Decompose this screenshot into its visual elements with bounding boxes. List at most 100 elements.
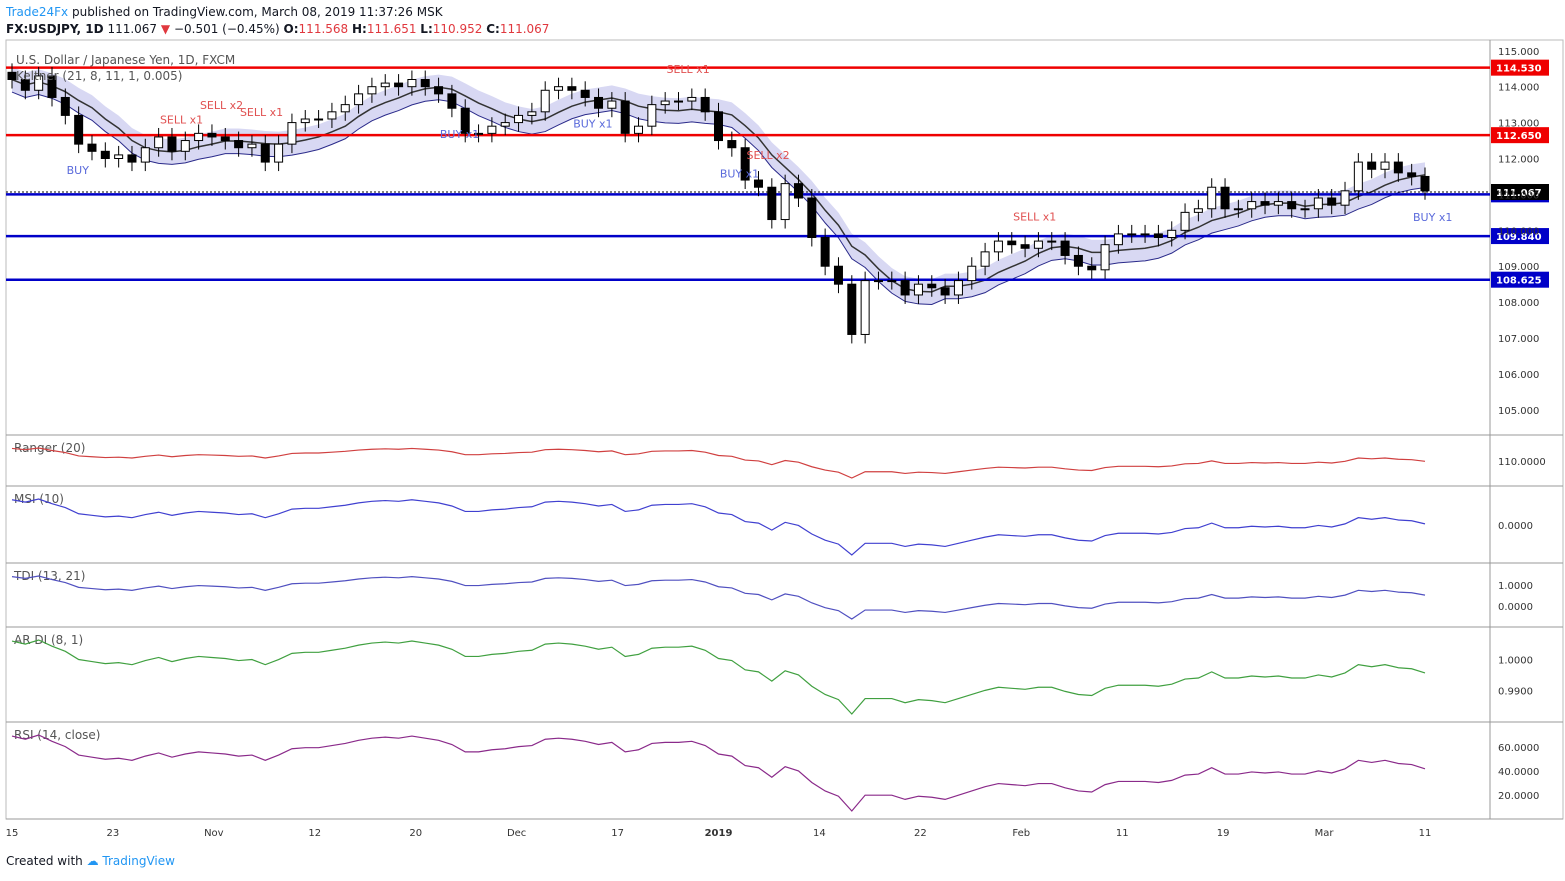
candle[interactable]	[420, 79, 430, 88]
candle[interactable]	[487, 125, 497, 134]
candle[interactable]	[687, 96, 697, 102]
candle[interactable]	[194, 132, 204, 142]
candle[interactable]	[1247, 201, 1257, 210]
candle[interactable]	[953, 280, 963, 296]
candle[interactable]	[927, 283, 937, 289]
candle[interactable]	[860, 280, 870, 335]
candle[interactable]	[607, 100, 617, 109]
candle[interactable]	[1393, 161, 1403, 174]
candle[interactable]	[447, 93, 457, 109]
candle[interactable]	[727, 140, 737, 149]
candle[interactable]	[660, 100, 670, 106]
candle[interactable]	[980, 251, 990, 267]
candle[interactable]	[1087, 265, 1097, 271]
candle[interactable]	[380, 82, 390, 88]
candle[interactable]	[114, 154, 124, 159]
candle[interactable]	[460, 107, 470, 134]
candle[interactable]	[567, 86, 577, 91]
candle[interactable]	[367, 86, 377, 95]
candle[interactable]	[993, 240, 1003, 253]
candle[interactable]	[767, 186, 777, 221]
candle[interactable]	[47, 75, 57, 98]
candle[interactable]	[394, 82, 404, 88]
candle[interactable]	[314, 118, 324, 121]
candle[interactable]	[247, 143, 257, 149]
publisher-name[interactable]: Trade24Fx	[6, 5, 69, 19]
candle[interactable]	[1260, 201, 1270, 206]
candle[interactable]	[1220, 186, 1230, 210]
candle[interactable]	[274, 143, 284, 163]
candle[interactable]	[1140, 233, 1150, 236]
candle[interactable]	[1193, 208, 1203, 213]
candle[interactable]	[1273, 201, 1283, 206]
tradingview-link[interactable]: TradingView	[102, 854, 175, 868]
candle[interactable]	[180, 140, 190, 152]
candle[interactable]	[833, 265, 843, 285]
candle[interactable]	[20, 79, 30, 91]
candle[interactable]	[87, 143, 97, 152]
candle[interactable]	[1367, 161, 1377, 170]
candle[interactable]	[474, 132, 484, 135]
chart-canvas[interactable]: 114.530112.650111.002109.840108.625111.0…	[0, 38, 1565, 844]
candle[interactable]	[1287, 201, 1297, 210]
candle[interactable]	[527, 111, 537, 116]
candle[interactable]	[580, 89, 590, 98]
candle[interactable]	[1180, 211, 1190, 231]
candle[interactable]	[1060, 240, 1070, 256]
candle[interactable]	[287, 122, 297, 145]
candle[interactable]	[940, 287, 950, 296]
candle[interactable]	[913, 283, 923, 296]
candle[interactable]	[514, 114, 524, 124]
candle[interactable]	[207, 132, 217, 138]
candle[interactable]	[1207, 186, 1217, 210]
candle[interactable]	[1020, 244, 1030, 249]
candle[interactable]	[1340, 190, 1350, 206]
candle[interactable]	[167, 136, 177, 152]
candle[interactable]	[1033, 240, 1043, 249]
candle[interactable]	[140, 147, 150, 163]
candle[interactable]	[847, 283, 857, 335]
candle[interactable]	[34, 75, 44, 91]
candle[interactable]	[1327, 197, 1337, 206]
candle[interactable]	[260, 143, 270, 163]
candle[interactable]	[1127, 233, 1137, 236]
candle[interactable]	[154, 136, 164, 149]
candle[interactable]	[1420, 175, 1430, 192]
candle[interactable]	[967, 265, 977, 282]
candle[interactable]	[554, 86, 564, 91]
candle[interactable]	[434, 86, 444, 95]
candle[interactable]	[100, 150, 110, 160]
candle[interactable]	[1380, 161, 1390, 170]
candle[interactable]	[887, 280, 897, 283]
candle[interactable]	[780, 183, 790, 221]
candle[interactable]	[127, 154, 137, 163]
candle[interactable]	[234, 140, 244, 149]
candle[interactable]	[594, 96, 604, 109]
candle[interactable]	[60, 96, 70, 116]
candle[interactable]	[354, 93, 364, 106]
tradingview-logo-icon[interactable]: ☁	[86, 854, 99, 868]
candle[interactable]	[340, 104, 350, 113]
candle[interactable]	[873, 280, 883, 283]
candle[interactable]	[634, 125, 644, 134]
candle[interactable]	[620, 100, 630, 134]
candle[interactable]	[220, 136, 230, 142]
candle[interactable]	[1407, 172, 1417, 177]
candle[interactable]	[1113, 233, 1123, 246]
candle[interactable]	[807, 197, 817, 238]
candle[interactable]	[74, 114, 84, 145]
candle[interactable]	[1100, 244, 1110, 271]
candle[interactable]	[1007, 240, 1017, 246]
candle[interactable]	[900, 280, 910, 296]
candle[interactable]	[753, 179, 763, 188]
candle[interactable]	[793, 183, 803, 199]
candle[interactable]	[1153, 233, 1163, 238]
candle[interactable]	[714, 111, 723, 142]
candle[interactable]	[500, 122, 510, 127]
candle[interactable]	[1353, 161, 1363, 192]
candle[interactable]	[1313, 197, 1323, 210]
candle[interactable]	[7, 71, 17, 80]
candle[interactable]	[1167, 229, 1177, 238]
candle[interactable]	[407, 79, 417, 88]
candle[interactable]	[740, 147, 750, 181]
